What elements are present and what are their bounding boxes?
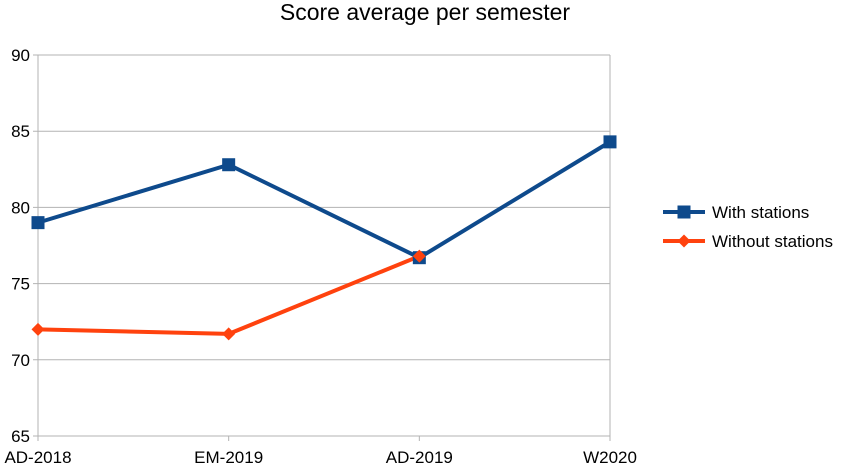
series-line-1: [37, 140, 612, 260]
legend-marker-1: [677, 205, 691, 219]
data-point-series-1: [222, 158, 236, 172]
x-axis-ticks: AD-2018 EM-2019 AD-2019 W2020: [4, 436, 637, 467]
legend-label-2: Without stations: [712, 232, 833, 251]
y-tick-label: 75: [11, 275, 30, 294]
data-point-series-2: [412, 249, 426, 263]
x-tick-label: EM-2019: [194, 448, 263, 467]
data-point-series-1: [603, 135, 617, 149]
y-tick-label: 65: [11, 427, 30, 446]
plot-area: [31, 135, 617, 341]
legend: With stations Without stations: [663, 203, 833, 251]
x-tick-label: AD-2018: [4, 448, 71, 467]
data-point-series-1: [31, 216, 45, 230]
legend-marker-2: [677, 234, 691, 248]
x-tick-label: W2020: [583, 448, 637, 467]
series-line-2: [37, 254, 421, 336]
y-axis-ticks: 65 70 75 80 85 90: [11, 46, 30, 446]
y-tick-label: 80: [11, 198, 30, 217]
axes: [33, 55, 611, 437]
grid: [33, 54, 610, 437]
legend-label-1: With stations: [712, 203, 809, 222]
y-tick-label: 85: [11, 122, 30, 141]
y-tick-label: 90: [11, 46, 30, 65]
x-tick-label: AD-2019: [386, 448, 453, 467]
y-tick-label: 70: [11, 351, 30, 370]
chart-title: Score average per semester: [280, 0, 571, 25]
data-point-series-2: [31, 322, 45, 336]
data-point-series-2: [222, 327, 236, 341]
